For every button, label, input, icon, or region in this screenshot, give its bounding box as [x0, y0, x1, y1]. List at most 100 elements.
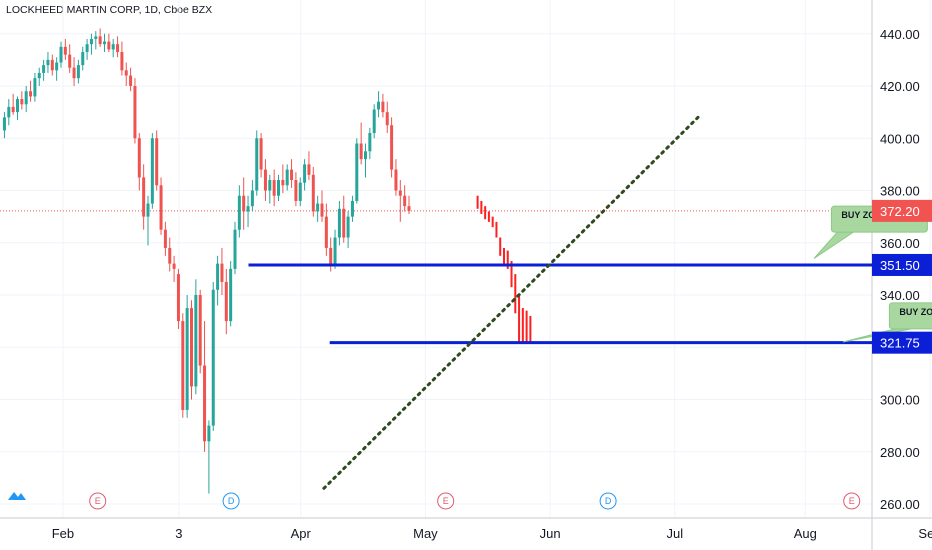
candle-body	[233, 229, 237, 269]
candle-body	[37, 72, 41, 79]
time-tick-label: Aug	[794, 526, 817, 541]
callout-pointer	[813, 231, 856, 259]
time-tick-label: Apr	[291, 526, 312, 541]
candle-body	[377, 101, 381, 110]
candle-body	[385, 112, 389, 126]
price-tick-label: 300.00	[880, 393, 920, 408]
event-marker-label: E	[95, 496, 101, 506]
price-tick-label: 340.00	[880, 288, 920, 303]
candle-body	[398, 190, 402, 196]
time-tick-label: Feb	[52, 526, 74, 541]
candle-body	[185, 308, 189, 410]
candle-body	[224, 281, 228, 322]
candle-body	[94, 36, 98, 39]
event-marker-label: E	[443, 496, 449, 506]
price-tick-label: 260.00	[880, 497, 920, 512]
candle-body	[81, 52, 85, 66]
candle-body	[194, 295, 198, 387]
event-marker-label: E	[849, 496, 855, 506]
candle-body	[29, 91, 33, 97]
price-tag-bg	[872, 331, 932, 354]
callout-label: BUY ZONE 2	[899, 307, 932, 317]
candle-body	[303, 164, 307, 183]
callout-label: BUY ZONE 1	[841, 210, 895, 220]
tradingview-logo-icon[interactable]	[7, 486, 27, 506]
candle-body	[59, 46, 63, 63]
candle-body	[250, 190, 254, 207]
candle-body	[181, 321, 185, 410]
price-tick-label: 360.00	[880, 236, 920, 251]
candle-body	[68, 54, 72, 68]
candle-body	[342, 208, 346, 238]
candle-body	[364, 151, 367, 160]
candle-body	[2, 117, 6, 131]
candle-body	[346, 216, 350, 238]
candle-body	[142, 177, 146, 217]
candle-body	[155, 138, 159, 186]
candle-body	[116, 44, 120, 53]
candle-body	[324, 216, 328, 248]
candle-body	[407, 206, 411, 211]
candle-body	[76, 65, 80, 79]
candle-body	[381, 101, 385, 113]
candle-body	[355, 143, 359, 201]
price-tag-bg	[872, 199, 932, 222]
candle-body	[46, 59, 50, 66]
candle-body	[33, 78, 37, 97]
candle-body	[272, 180, 276, 196]
price-tick-label: 440.00	[880, 27, 920, 42]
time-tick-label: Sep	[918, 526, 932, 541]
candle-body	[129, 75, 133, 86]
candle-body	[133, 86, 137, 139]
candle-body	[329, 247, 333, 264]
event-marker-label: D	[228, 496, 235, 506]
candle-body	[307, 164, 311, 175]
candle-body	[350, 200, 354, 217]
price-tick-label: 380.00	[880, 184, 920, 199]
candle-body	[255, 138, 259, 191]
price-tick-label: 400.00	[880, 131, 920, 146]
candle-body	[150, 138, 154, 204]
candle-body	[198, 295, 202, 366]
candle-body	[50, 59, 54, 71]
price-tag-label: 351.50	[880, 258, 920, 273]
candle-body	[20, 99, 24, 105]
candle-body	[120, 52, 124, 71]
candle-body	[168, 247, 172, 264]
candle-body	[359, 143, 363, 160]
candle-body	[190, 308, 193, 387]
earnings-marker	[89, 492, 107, 510]
price-tag-label: 321.75	[880, 336, 920, 351]
candle-body	[237, 195, 241, 230]
candle-body	[333, 237, 337, 264]
candle-body	[146, 203, 150, 217]
candle-body	[111, 44, 115, 50]
trendline-dotted	[322, 115, 700, 490]
candle-body	[72, 67, 76, 79]
price-tag-bg	[872, 253, 932, 276]
candle-body	[98, 36, 102, 45]
candle-body	[246, 206, 250, 212]
candle-body	[11, 106, 15, 113]
price-tick-label: 280.00	[880, 445, 920, 460]
candle-body	[7, 106, 11, 118]
candle-body	[55, 62, 59, 71]
candle-body	[159, 185, 163, 230]
candle-body	[277, 180, 280, 196]
candle-body	[394, 169, 398, 191]
candle-body	[216, 263, 220, 290]
time-tick-label: Jun	[540, 526, 561, 541]
candle-body	[285, 169, 289, 186]
candle-body	[63, 46, 67, 55]
candle-body	[337, 208, 341, 238]
earnings-marker	[843, 492, 861, 510]
candle-body	[163, 229, 167, 248]
dividend-marker	[222, 492, 240, 510]
candle-body	[320, 203, 324, 217]
candle-body	[281, 180, 285, 186]
chart-title: LOCKHEED MARTIN CORP, 1D, Cboe BZX	[6, 4, 213, 16]
candle-body	[85, 44, 89, 53]
time-tick-label: 3	[175, 526, 182, 541]
candle-body	[268, 180, 272, 191]
